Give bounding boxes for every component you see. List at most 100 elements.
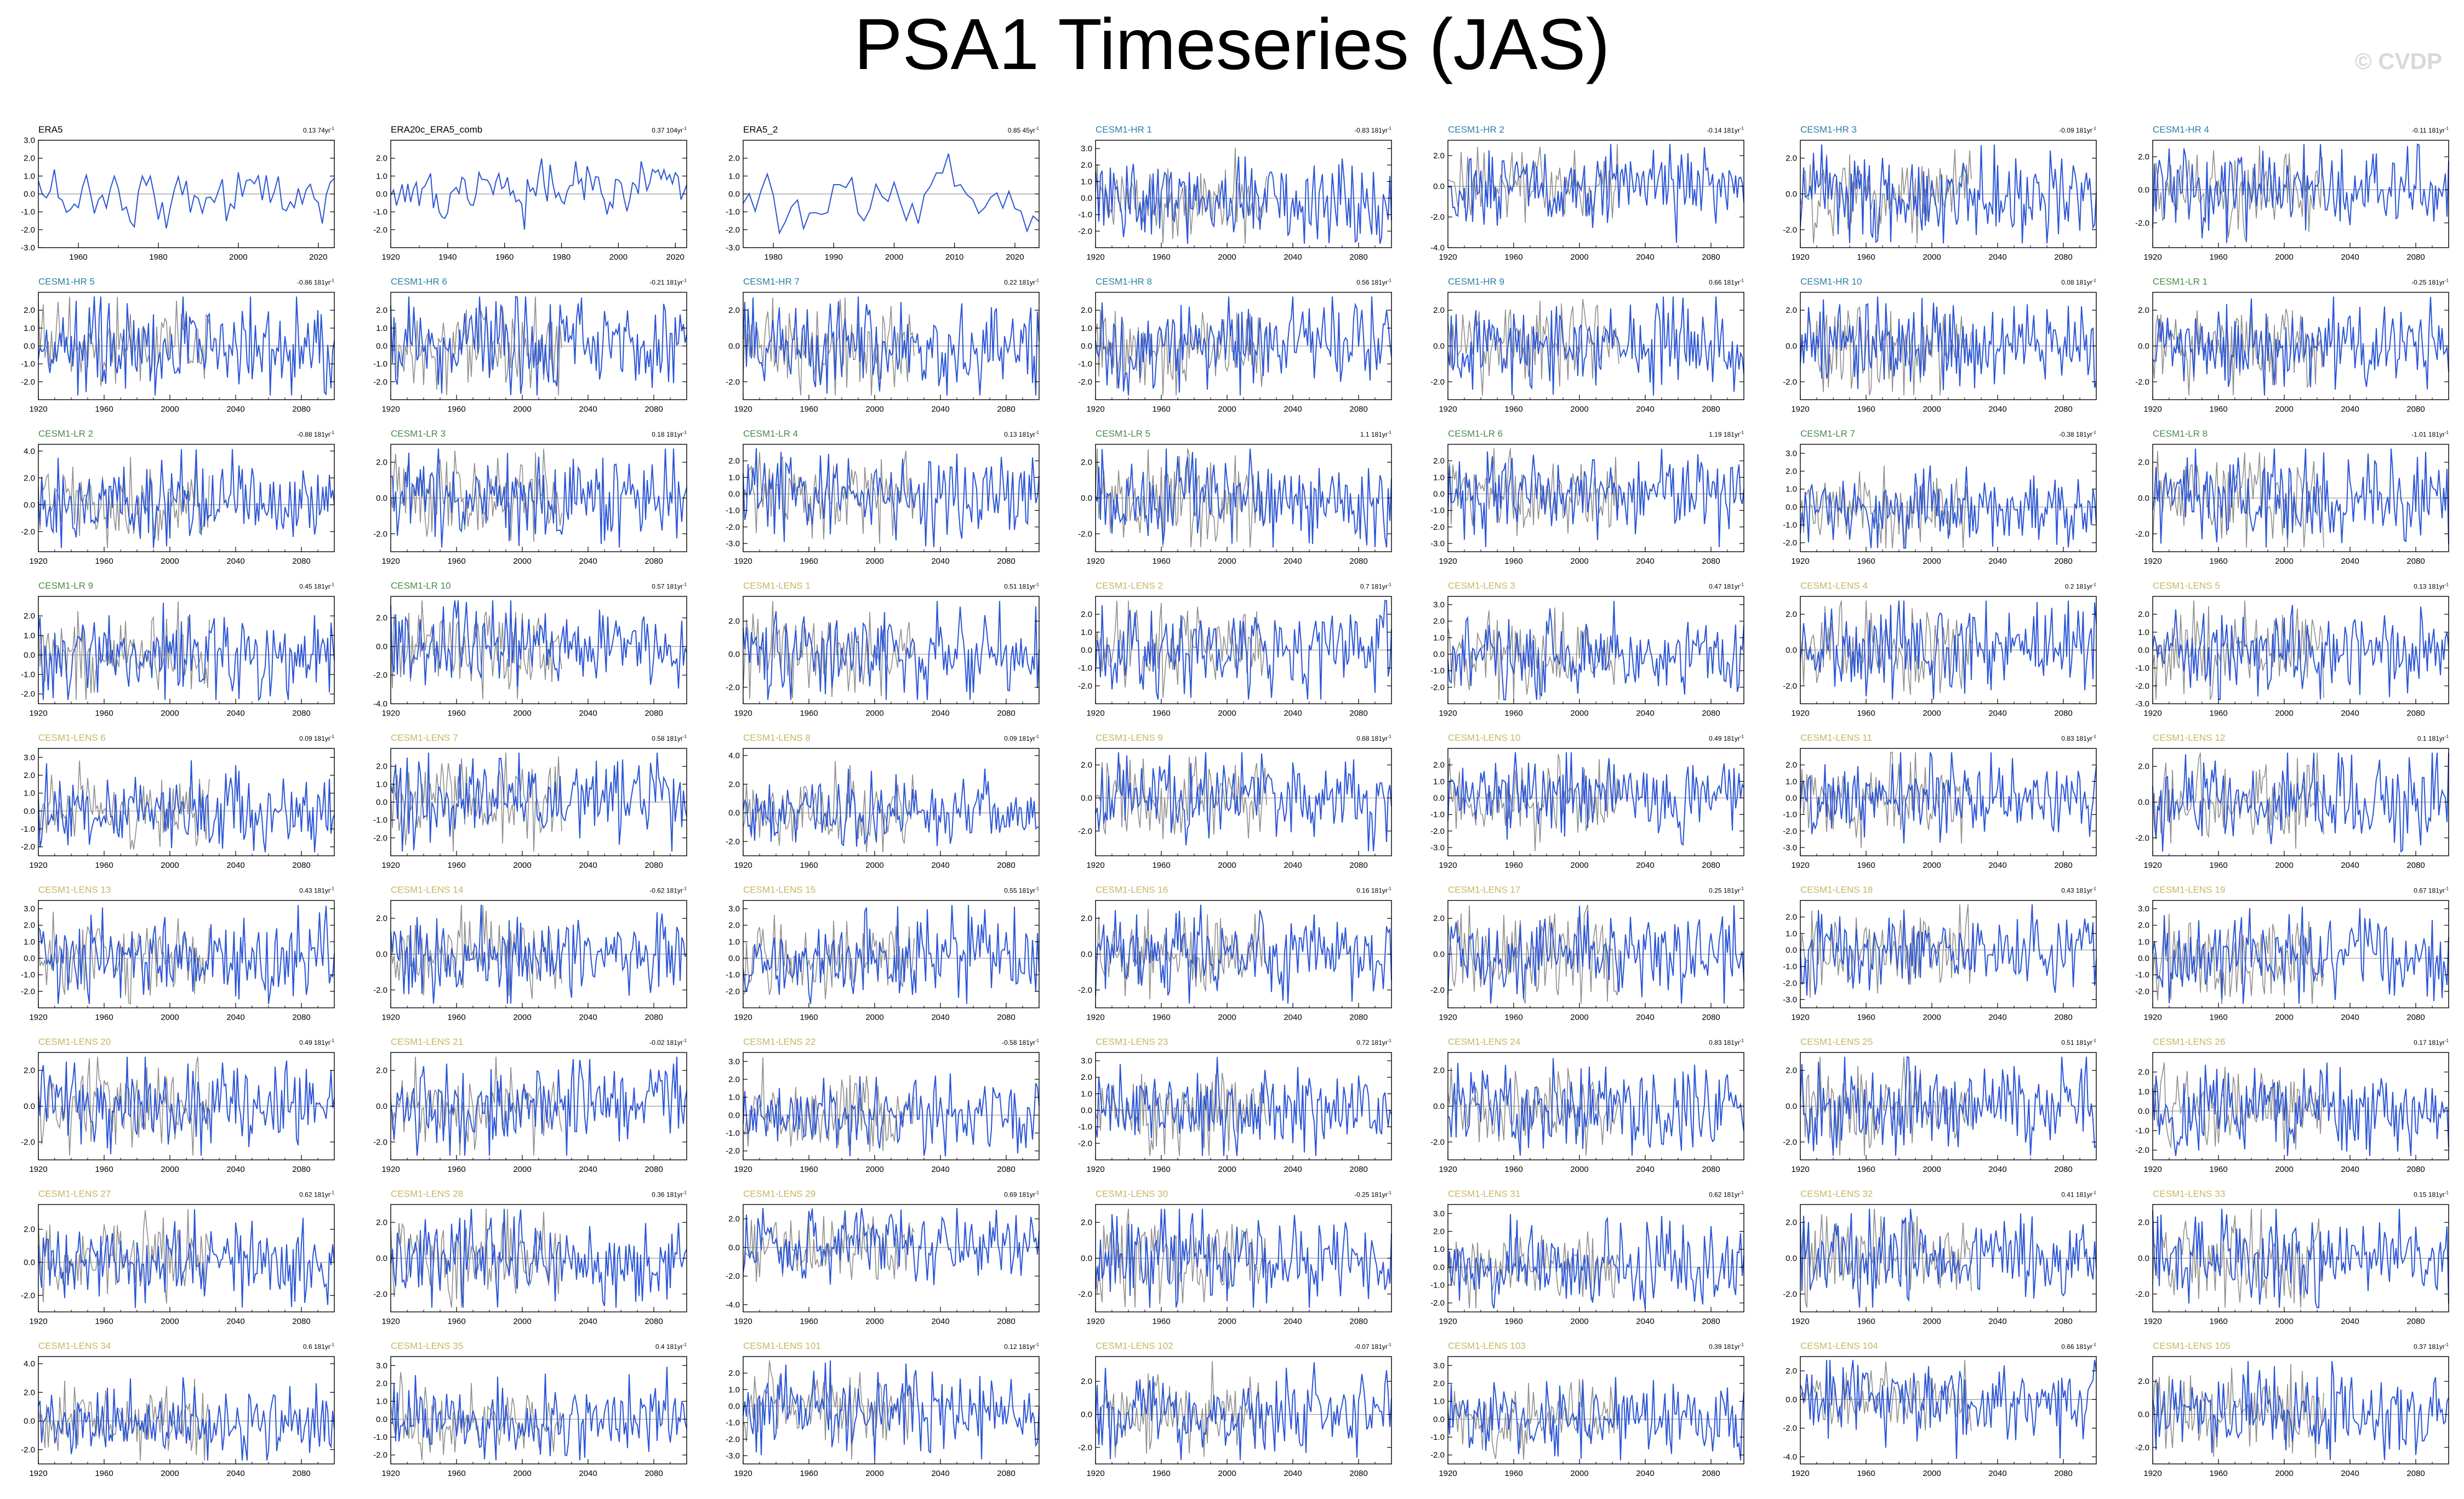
trend-exponent: -1	[1388, 126, 1392, 131]
y-tick-label: 2.0	[2138, 762, 2149, 771]
x-tick-label: 2040	[2341, 1317, 2359, 1326]
trend-label: -0.21 181yr-1	[649, 278, 687, 287]
panel-6: CESM1-HR 3 -0.09 181yr-1 2.0 0.0 -2.0 1920 196…	[1783, 124, 2097, 262]
x-tick-label: 1920	[1791, 1013, 1809, 1022]
x-tick-label: 2000	[865, 1469, 883, 1478]
model-series	[1095, 156, 1392, 244]
x-tick-label: 2000	[1570, 861, 1588, 870]
x-tick-label: 2040	[1284, 1469, 1302, 1478]
x-tick-label: 2040	[1284, 1317, 1302, 1326]
y-tick-label: 0.0	[1786, 1395, 1797, 1404]
y-tick-label: -2.0	[21, 1291, 35, 1300]
x-tick-label: 1960	[2209, 861, 2227, 870]
observed-series	[743, 450, 915, 544]
y-tick-label: -2.0	[1430, 1298, 1445, 1308]
x-tick-label: 1920	[381, 1317, 400, 1326]
panel-12: CESM1-HR 9 0.66 181yr-1 2.0 0.0 -2.0 1920 1960…	[1430, 277, 1744, 414]
y-tick-label: -2.0	[21, 1137, 35, 1147]
x-tick-label: 2080	[644, 1165, 663, 1174]
model-series	[743, 296, 1040, 396]
x-tick-label: 1920	[29, 557, 47, 566]
x-tick-label: 2040	[1284, 405, 1302, 414]
x-tick-label: 2080	[2406, 1013, 2425, 1022]
y-tick-label: -2.0	[1430, 377, 1445, 387]
x-tick-label: 1920	[734, 1317, 752, 1326]
y-tick-label: -2.0	[2135, 833, 2149, 843]
y-tick-label: -3.0	[726, 243, 740, 253]
y-tick-label: 1.0	[728, 171, 740, 181]
trend-label: 0.15 181yr-1	[2414, 1191, 2449, 1199]
y-tick-label: -2.0	[373, 671, 387, 680]
y-tick-label: 2.0	[728, 306, 740, 315]
x-tick-label: 1920	[1086, 861, 1104, 870]
x-tick-label: 1960	[95, 1469, 113, 1478]
y-tick-label: -3.0	[1430, 843, 1445, 853]
y-tick-label: 2.0	[1786, 467, 1797, 476]
panel-title: CESM1-LENS 32	[1800, 1189, 1873, 1199]
panel-title: CESM1-LR 8	[2153, 428, 2208, 439]
x-tick-label: 1960	[1857, 405, 1875, 414]
y-tick-label: -1.0	[21, 825, 35, 834]
y-tick-label: 3.0	[728, 905, 740, 914]
y-tick-label: 2.0	[1786, 1218, 1797, 1227]
y-tick-label: 0.0	[728, 954, 740, 963]
y-tick-label: 2.0	[2138, 306, 2149, 315]
x-tick-label: 1920	[29, 1469, 47, 1478]
panel-2: ERA20c_ERA5_comb 0.37 104yr-1 2.0 1.0 0.0 -1.…	[373, 124, 687, 262]
trend-exponent: -1	[2445, 582, 2449, 587]
y-tick-label: 2.0	[1081, 914, 1092, 923]
x-tick-label: 1920	[381, 1165, 400, 1174]
panel-36: CESM1-LENS 13 0.43 181yr-1 3.0 2.0 1.0 0.0 -1.…	[21, 885, 335, 1022]
x-tick-label: 2080	[997, 709, 1015, 718]
x-tick-label: 1960	[800, 405, 818, 414]
x-tick-label: 2040	[579, 1317, 597, 1326]
trend-exponent: -1	[1388, 886, 1392, 891]
model-series	[1095, 752, 1392, 851]
model-series	[1447, 905, 1744, 1004]
x-tick-label: 1920	[1086, 1165, 1104, 1174]
plot-frame	[38, 1356, 335, 1464]
panel-24: CESM1-LENS 1 0.51 181yr-1 2.0 0.0 -2.0 1920 19…	[726, 581, 1040, 718]
trend-exponent: -1	[1740, 126, 1744, 131]
panel-title: CESM1-LENS 14	[391, 885, 463, 895]
y-tick-label: -2.0	[2135, 377, 2149, 387]
y-tick-label: 0.0	[728, 1401, 740, 1411]
x-tick-label: 1920	[29, 1165, 47, 1174]
model-series	[2152, 906, 2449, 1004]
model-series	[390, 1209, 687, 1308]
model-series	[2152, 1062, 2449, 1157]
x-tick-label: 1920	[1439, 405, 1457, 414]
panel-1: ERA5 0.13 74yr-1 3.0 2.0 1.0 0.0 -1.0 -2.0 -3.0 1…	[21, 124, 335, 262]
observed-series	[2152, 752, 2324, 849]
y-tick-label: 0.0	[376, 342, 387, 351]
y-tick-label: -2.0	[373, 833, 387, 843]
y-tick-label: -2.0	[1783, 225, 1797, 234]
y-tick-label: 1.0	[1081, 1089, 1092, 1098]
y-tick-label: 1.0	[1081, 177, 1092, 186]
model-series	[1447, 1058, 1744, 1156]
x-tick-label: 2000	[2275, 1013, 2293, 1022]
y-tick-label: 2.0	[2138, 458, 2149, 467]
panel-26: CESM1-LENS 3 0.47 181yr-1 3.0 2.0 1.0 0.0 -1.0…	[1430, 581, 1744, 718]
panel-48: CESM1-LENS 25 0.51 181yr-1 2.0 0.0 -2.0 1920 1…	[1783, 1037, 2097, 1174]
panel-27: CESM1-LENS 4 0.2 181yr-1 2.0 0.0 -2.0 1920 196…	[1783, 581, 2097, 718]
x-tick-label: 1960	[447, 1165, 465, 1174]
panel-title: CESM1-LENS 4	[1800, 581, 1868, 591]
x-tick-label: 1960	[95, 861, 113, 870]
y-tick-label: 1.0	[1786, 929, 1797, 939]
x-tick-label: 1960	[1152, 405, 1170, 414]
model-series	[38, 905, 335, 1004]
y-tick-label: 1.0	[376, 780, 387, 789]
y-tick-label: -2.0	[1783, 1424, 1797, 1433]
y-tick-label: 2.0	[1786, 1066, 1797, 1075]
x-tick-label: 2000	[865, 1013, 883, 1022]
model-series	[1447, 296, 1744, 396]
trend-label: -0.86 181yr-1	[297, 278, 334, 287]
y-tick-label: -2.0	[2135, 219, 2149, 228]
x-tick-label: 2000	[1570, 1165, 1588, 1174]
x-tick-label: 1960	[2209, 557, 2227, 566]
y-tick-label: 0.0	[1081, 194, 1092, 203]
panel-title: CESM1-LENS 101	[743, 1341, 821, 1351]
x-tick-label: 2040	[1636, 709, 1654, 718]
panel-title: CESM1-LENS 12	[2153, 733, 2225, 743]
